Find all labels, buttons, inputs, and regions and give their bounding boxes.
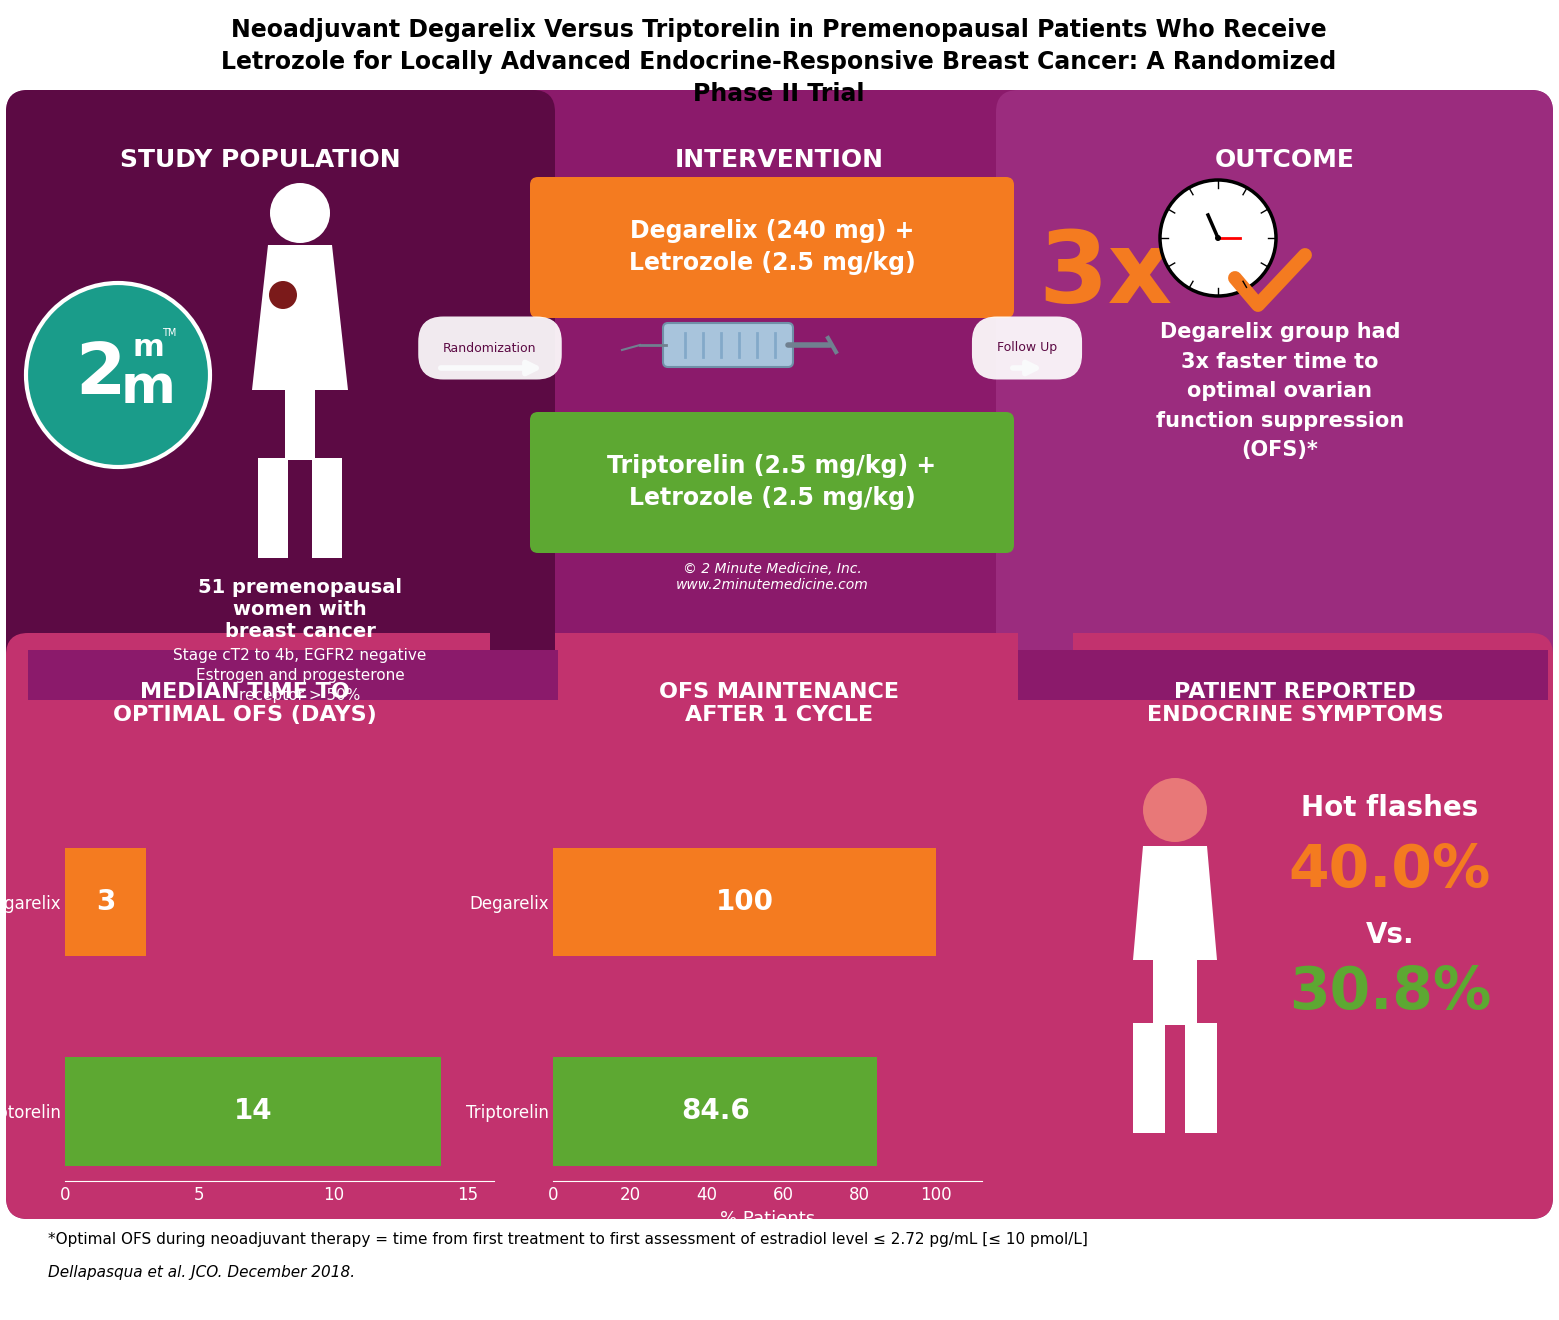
Text: 3: 3 [97,888,115,916]
Bar [553,847,937,956]
Text: Vs.: Vs. [1366,921,1414,949]
Text: Degarelix group had
3x faster time to
optimal ovarian
function suppression
(OFS): Degarelix group had 3x faster time to op… [1155,322,1405,461]
Text: 2: 2 [75,341,125,409]
FancyBboxPatch shape [6,90,1553,1218]
Text: Phase II Trial: Phase II Trial [694,82,865,106]
Text: Stage cT2 to 4b, EGFR2 negative: Stage cT2 to 4b, EGFR2 negative [173,648,427,663]
Bar [529,112,1038,692]
Text: 14: 14 [234,1097,273,1125]
FancyArrowPatch shape [1013,363,1037,374]
Circle shape [1160,180,1275,296]
Bar [65,847,147,956]
Text: Letrozole for Locally Advanced Endocrine-Responsive Breast Cancer: A Randomized: Letrozole for Locally Advanced Endocrine… [221,50,1336,74]
Bar [1185,1023,1218,1133]
Text: Hot flashes: Hot flashes [1302,795,1478,822]
Polygon shape [1133,846,1218,1026]
Text: 100: 100 [716,888,773,916]
Text: m: m [120,362,176,414]
FancyBboxPatch shape [6,634,1553,1218]
Text: 30.8%: 30.8% [1289,964,1492,1020]
Text: Randomization: Randomization [443,342,536,355]
Text: Neoadjuvant Degarelix Versus Triptorelin in Premenopausal Patients Who Receive: Neoadjuvant Degarelix Versus Triptorelin… [231,18,1327,42]
Text: PATIENT REPORTED
ENDOCRINE SYMPTOMS: PATIENT REPORTED ENDOCRINE SYMPTOMS [1146,682,1444,725]
Circle shape [270,281,298,309]
Text: STUDY POPULATION: STUDY POPULATION [120,148,401,172]
Text: Triptorelin (2.5 mg/kg) +
Letrozole (2.5 mg/kg): Triptorelin (2.5 mg/kg) + Letrozole (2.5… [608,454,937,510]
FancyBboxPatch shape [663,323,794,367]
Polygon shape [253,246,348,459]
Bar [490,112,555,692]
Text: Degarelix (240 mg) +
Letrozole (2.5 mg/kg): Degarelix (240 mg) + Letrozole (2.5 mg/k… [628,219,915,275]
Bar [1018,112,1073,692]
FancyBboxPatch shape [6,90,555,704]
X-axis label: % Patients: % Patients [720,1210,815,1228]
Text: m: m [133,334,164,363]
Bar [1133,1023,1165,1133]
Text: TM: TM [162,327,176,338]
Text: OFS MAINTENANCE
AFTER 1 CYCLE: OFS MAINTENANCE AFTER 1 CYCLE [659,682,900,725]
Bar [28,655,1531,685]
Text: MEDIAN TIME TO
OPTIMAL OFS (DAYS): MEDIAN TIME TO OPTIMAL OFS (DAYS) [114,682,377,725]
Text: (Hazard Ratio 3.05, p<0.001): (Hazard Ratio 3.05, p<0.001) [178,1294,382,1307]
Bar [553,1057,878,1166]
Bar [1018,649,1548,700]
Text: 3x: 3x [1038,227,1172,323]
FancyBboxPatch shape [996,90,1553,704]
Bar [28,649,558,700]
Bar [65,1057,441,1166]
Circle shape [270,183,331,243]
Text: OUTCOME: OUTCOME [1214,148,1355,172]
Text: 84.6: 84.6 [681,1097,750,1125]
FancyBboxPatch shape [530,412,1013,553]
FancyBboxPatch shape [530,177,1013,318]
FancyArrowPatch shape [441,363,536,374]
Text: 51 premenopausal: 51 premenopausal [198,578,402,597]
Text: 40.0%: 40.0% [1289,842,1492,899]
Text: Dellapasqua et al. JCO. December 2018.: Dellapasqua et al. JCO. December 2018. [48,1265,355,1280]
Text: INTERVENTION: INTERVENTION [675,148,884,172]
Text: Follow Up: Follow Up [996,342,1057,355]
Circle shape [1214,235,1221,242]
Text: women with: women with [234,601,366,619]
Text: © 2 Minute Medicine, Inc.
www.2minutemedicine.com: © 2 Minute Medicine, Inc. www.2minutemed… [675,562,868,593]
Text: breast cancer: breast cancer [224,622,376,642]
Bar [257,458,288,558]
Circle shape [27,282,210,467]
Text: receptor > 50%: receptor > 50% [240,688,360,704]
Bar [312,458,341,558]
Circle shape [1143,777,1207,842]
Text: Estrogen and progesterone: Estrogen and progesterone [195,668,404,682]
Text: *Optimal OFS during neoadjuvant therapy = time from first treatment to first ass: *Optimal OFS during neoadjuvant therapy … [48,1232,1088,1247]
